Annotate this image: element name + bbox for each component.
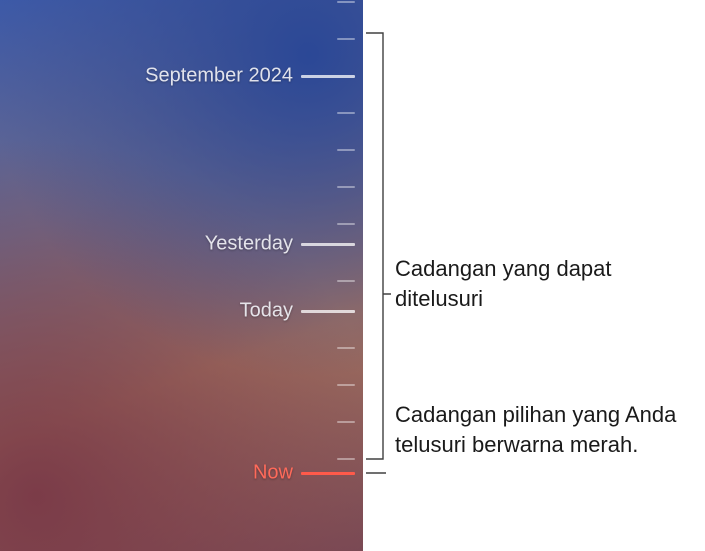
callout-selected-text: Cadangan pilihan yang Anda telusuri berw… [395, 400, 695, 459]
stage: September 2024YesterdayTodayNow Cadangan… [0, 0, 705, 551]
annotation-layer: Cadangan yang dapat ditelusuri Cadangan … [363, 0, 705, 551]
callout-browseable-text: Cadangan yang dapat ditelusuri [395, 254, 655, 313]
